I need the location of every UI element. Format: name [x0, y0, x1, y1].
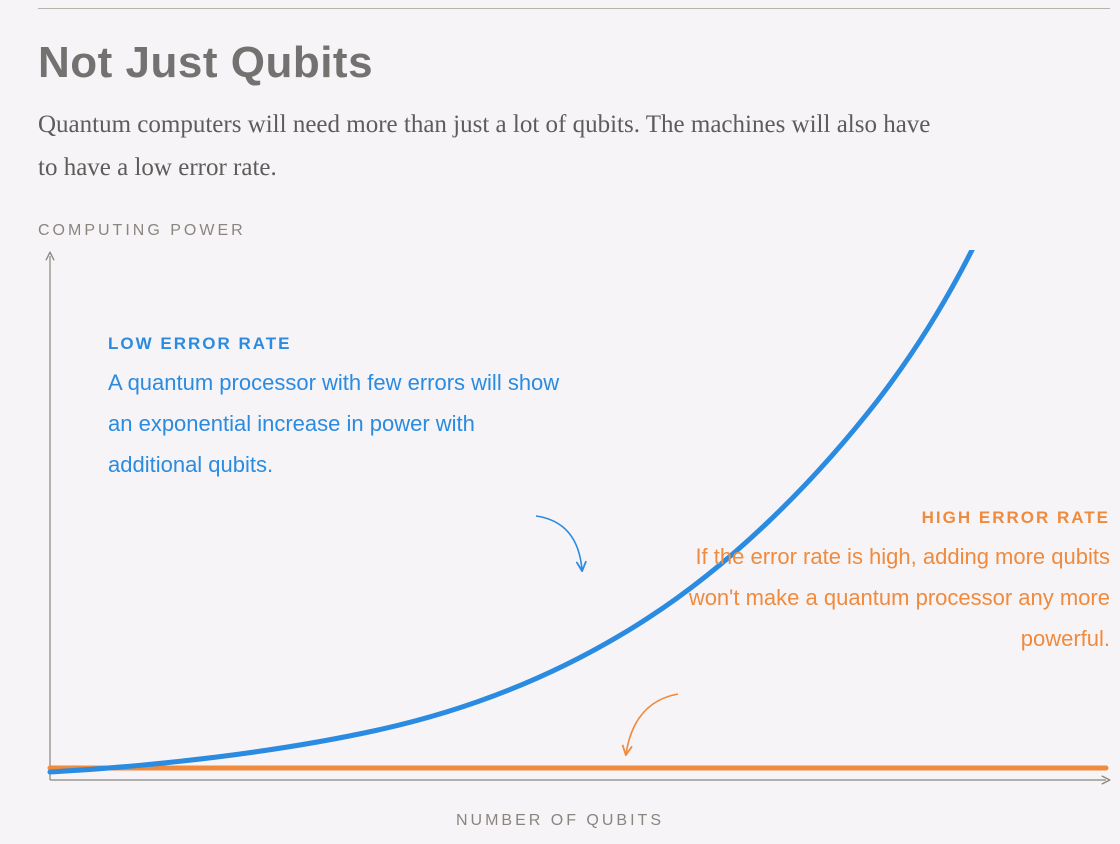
annotation-low-error: LOW ERROR RATE A quantum processor with … — [108, 328, 568, 486]
annotation-high-label: HIGH ERROR RATE — [640, 502, 1110, 533]
y-axis-label: COMPUTING POWER — [38, 222, 246, 240]
annotation-low-label: LOW ERROR RATE — [108, 328, 568, 359]
top-rule — [38, 8, 1110, 9]
annotation-low-text: A quantum processor with few errors will… — [108, 370, 559, 476]
callout-arrow-high — [626, 694, 678, 754]
page-title: Not Just Qubits — [38, 38, 373, 88]
annotation-high-error: HIGH ERROR RATE If the error rate is hig… — [640, 502, 1110, 660]
annotation-high-text: If the error rate is high, adding more q… — [689, 544, 1110, 650]
x-axis-label: NUMBER OF QUBITS — [0, 812, 1120, 830]
page-subtitle: Quantum computers will need more than ju… — [38, 104, 938, 189]
callout-arrow-low — [536, 516, 582, 570]
